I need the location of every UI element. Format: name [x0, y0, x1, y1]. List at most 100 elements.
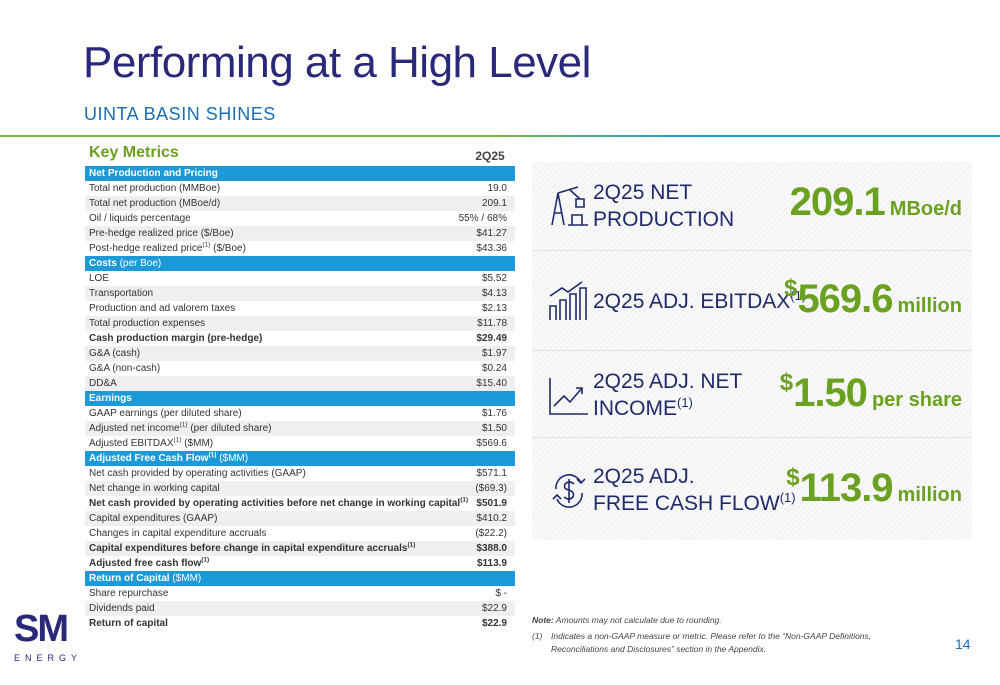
label-text: INCOME — [593, 396, 677, 420]
row-label: Transportation — [89, 286, 153, 301]
column-header: 2Q25 — [475, 149, 505, 163]
unit: per share — [871, 388, 962, 411]
table-row: Net change in working capital ($69.3) — [85, 481, 515, 496]
label-text: 2Q25 NET — [593, 181, 693, 204]
row-value: $15.40 — [476, 378, 507, 389]
label-line: 2Q25 ADJ. — [593, 463, 796, 490]
section-title: Net Production and Pricing — [89, 168, 218, 179]
table-row: Total net production (MBoe/d) 209.1 — [85, 196, 515, 211]
table-row: Dividends paid $22.9 — [85, 601, 515, 616]
unit: million — [897, 295, 962, 317]
label-text: Changes in capital expenditure accruals — [89, 528, 267, 539]
section-label: Adjusted Free Cash Flow(1) ($MM) — [89, 451, 248, 466]
row-value: $11.78 — [477, 318, 507, 329]
label-text: Return of capital — [89, 618, 168, 629]
label-text: Total net production (MBoe/d) — [89, 198, 221, 209]
label-line: 2Q25 ADJ. NET — [593, 368, 742, 395]
row-value: 55% / 68% — [458, 213, 507, 224]
section-unit: ($MM) — [169, 573, 202, 584]
page-number: 14 — [955, 636, 971, 652]
note-text: Amounts may not calculate due to roundin… — [553, 615, 722, 625]
section-row: Return of Capital ($MM) — [85, 571, 515, 586]
label-text: Total net production (MMBoe) — [89, 183, 221, 194]
label-text: Net change in working capital — [89, 483, 220, 494]
highlight-value: $113.9 million — [786, 464, 962, 511]
row-value: $113.9 — [476, 558, 507, 569]
row-label: Net change in working capital — [89, 481, 220, 496]
footnote-marker: (1) — [407, 541, 416, 549]
table-row: Adjusted net income(1) (per diluted shar… — [85, 421, 515, 436]
table-row: Adjusted free cash flow(1) $113.9 — [85, 556, 515, 571]
label-text: LOE — [89, 273, 110, 284]
highlight-label: 2Q25 NET PRODUCTION — [593, 179, 734, 233]
label-text: FREE CASH FLOW — [593, 491, 780, 515]
row-label: Share repurchase — [89, 586, 169, 601]
label-text: GAAP earnings (per diluted share) — [89, 408, 242, 419]
currency: $ — [786, 463, 800, 491]
logo-mark: SM — [14, 608, 69, 650]
label-line: 2Q25 ADJ. EBITDAX(1) — [593, 288, 806, 315]
table-row: Net cash provided by operating activitie… — [85, 496, 515, 511]
section-title: Return of Capital — [89, 573, 170, 584]
label-text: Total production expenses — [89, 318, 206, 329]
row-label: Pre-hedge realized price ($/Boe) — [89, 226, 234, 241]
row-value: $5.52 — [481, 273, 507, 284]
section-row: Adjusted Free Cash Flow(1) ($MM) — [85, 451, 515, 466]
table-row: Share repurchase $ - — [85, 586, 515, 601]
label-text: 2Q25 ADJ. — [593, 464, 695, 488]
table-row: GAAP earnings (per diluted share) $1.76 — [85, 406, 515, 421]
row-label: Production and ad valorem taxes — [89, 301, 235, 316]
section-row: Earnings — [85, 391, 515, 406]
label-text: Oil / liquids percentage — [89, 213, 191, 224]
highlight-value: $1.50 per share — [780, 369, 962, 416]
row-value: $ - — [495, 588, 507, 599]
footnote-marker: (1) — [779, 489, 796, 505]
row-label: DD&A — [89, 376, 117, 391]
row-value: $41.27 — [476, 228, 507, 239]
label-text: Capital expenditures before change in ca… — [89, 543, 408, 554]
label-text: Pre-hedge realized price ($/Boe) — [89, 228, 234, 239]
row-value: $4.13 — [481, 288, 507, 299]
label-text: Dividends paid — [89, 603, 155, 614]
label-text: Production and ad valorem taxes — [89, 303, 236, 314]
row-value: 19.0 — [487, 183, 507, 194]
row-value: ($69.3) — [475, 483, 507, 494]
row-label: G&A (cash) — [89, 346, 140, 361]
label-text: Net cash provided by operating activitie… — [89, 468, 306, 479]
row-label: Return of capital — [89, 616, 168, 631]
row-value: ($22.2) — [475, 528, 507, 539]
label-text: 2Q25 ADJ. EBITDAX — [593, 289, 791, 313]
row-value: $43.36 — [476, 243, 507, 254]
table-row: Total net production (MMBoe) 19.0 — [85, 181, 515, 196]
subtitle: UINTA BASIN SHINES — [84, 104, 276, 124]
label-text: Share repurchase — [89, 588, 169, 599]
table-row: G&A (non-cash) $0.24 — [85, 361, 515, 376]
value: 569.6 — [797, 277, 893, 321]
label-line: 2Q25 NET — [593, 179, 734, 206]
row-label: Changes in capital expenditure accruals — [89, 526, 266, 541]
table-row: Net cash provided by operating activitie… — [85, 466, 515, 481]
footnote-marker: (1) — [532, 631, 543, 641]
value: 209.1 — [789, 180, 886, 224]
label-text: Transportation — [89, 288, 154, 299]
label-line: INCOME(1) — [593, 395, 742, 422]
footnote: (1) Indicates a non-GAAP measure or metri… — [532, 630, 871, 656]
label-line: FREE CASH FLOW(1) — [593, 490, 796, 517]
section-label: Net Production and Pricing — [89, 166, 218, 181]
icon — [549, 281, 587, 320]
highlight: 2Q25 ADJ. NET INCOME(1) $1.50 per share — [532, 350, 972, 438]
row-value: $22.9 — [481, 618, 507, 629]
label-text: Net cash provided by operating activitie… — [89, 498, 461, 509]
row-label: Net cash provided by operating activitie… — [89, 496, 468, 511]
icon — [551, 186, 588, 226]
footnote-marker: (1) — [173, 436, 182, 444]
table-row: Transportation $4.13 — [85, 286, 515, 301]
row-label: Capital expenditures (GAAP) — [89, 511, 217, 526]
table-row: Cash production margin (pre-hedge) $29.49 — [85, 331, 515, 346]
row-label: LOE — [89, 271, 109, 286]
row-label: Adjusted EBITDAX(1) ($MM) — [89, 436, 213, 451]
table-row: Changes in capital expenditure accruals (… — [85, 526, 515, 541]
icon — [552, 473, 586, 508]
row-value: $410.2 — [476, 513, 507, 524]
row-value: $22.9 — [481, 603, 507, 614]
